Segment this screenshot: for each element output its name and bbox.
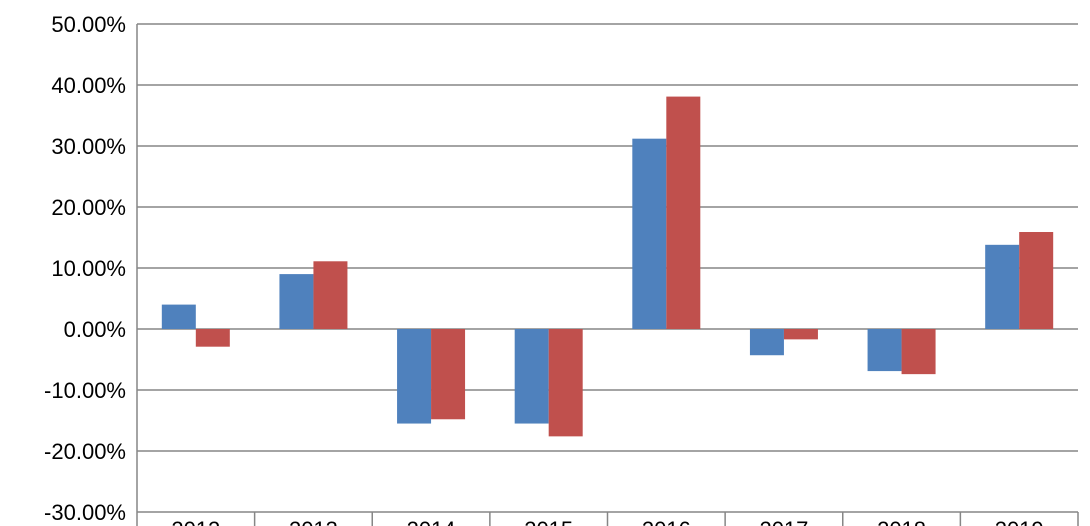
x-category-label: 2012 bbox=[171, 517, 220, 526]
y-tick-label: 0.00% bbox=[64, 317, 126, 342]
bar-series-1-2012 bbox=[161, 304, 196, 329]
y-tick-label: 50.00% bbox=[51, 12, 126, 37]
bar-series-2-2018 bbox=[901, 329, 936, 375]
bar-series-1-2019 bbox=[985, 244, 1020, 329]
x-category-label: 2013 bbox=[289, 517, 338, 526]
bar-series-1-2015 bbox=[514, 329, 549, 424]
bar-series-1-2013 bbox=[279, 274, 314, 329]
bar-series-2-2017 bbox=[783, 329, 818, 340]
bar-series-1-2018 bbox=[867, 329, 902, 372]
x-category-label: 2015 bbox=[524, 517, 573, 526]
bar-series-2-2013 bbox=[313, 261, 348, 329]
bar-series-2-2014 bbox=[431, 329, 466, 420]
bar-series-2-2012 bbox=[195, 329, 230, 347]
bar-series-1-2017 bbox=[749, 329, 784, 356]
x-category-label: 2018 bbox=[877, 517, 926, 526]
bar-series-1-2014 bbox=[397, 329, 432, 424]
y-tick-label: -10.00% bbox=[44, 378, 126, 403]
bar-series-1-2016 bbox=[632, 138, 667, 329]
y-tick-label: 10.00% bbox=[51, 256, 126, 281]
x-category-label: 2019 bbox=[995, 517, 1044, 526]
x-category-label: 2014 bbox=[407, 517, 456, 526]
x-category-label: 2016 bbox=[642, 517, 691, 526]
y-tick-labels: 50.00% 40.00% 30.00% 20.00% 10.00% 0.00% -10.0… bbox=[44, 12, 126, 525]
bar-series-2-2016 bbox=[666, 96, 701, 329]
gridlines bbox=[137, 23, 1078, 513]
y-tick-label: -30.00% bbox=[44, 500, 126, 525]
bars bbox=[161, 96, 1054, 437]
bar-series-2-2019 bbox=[1019, 232, 1054, 329]
bar-series-2-2015 bbox=[548, 329, 583, 437]
y-tick-label: 40.00% bbox=[51, 73, 126, 98]
y-tick-label: 30.00% bbox=[51, 134, 126, 159]
x-category-labels: 2012 2013 2014 2015 2016 2017 2018 2019 bbox=[171, 517, 1043, 526]
axes bbox=[136, 24, 1079, 526]
x-category-label: 2017 bbox=[759, 517, 808, 526]
y-tick-label: 20.00% bbox=[51, 195, 126, 220]
y-tick-label: -20.00% bbox=[44, 439, 126, 464]
